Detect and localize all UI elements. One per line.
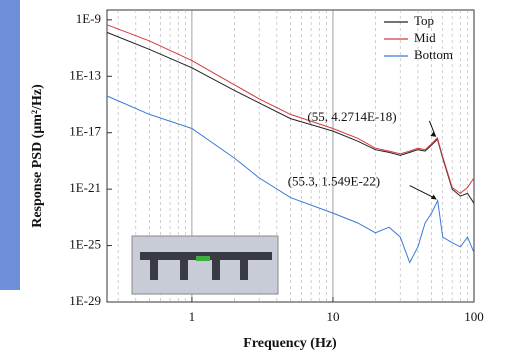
y-tick-label: 1E-29 (69, 293, 101, 308)
inset-image (132, 236, 278, 294)
legend-label: Mid (414, 30, 436, 45)
x-tick-label: 100 (464, 309, 484, 324)
y-axis-title: Response PSD (μm²/Hz) (30, 84, 45, 228)
y-tick-label: 1E-21 (69, 180, 101, 195)
legend-label: Bottom (414, 47, 453, 62)
side-panel (0, 0, 20, 290)
legend-label: Top (414, 13, 434, 28)
y-tick-label: 1E-13 (69, 67, 101, 82)
x-tick-label: 10 (326, 309, 339, 324)
page: Frequency (Hz) Response PSD (μm²/Hz) 1 10… (0, 0, 507, 357)
y-tick-label: 1E-25 (69, 237, 101, 252)
y-tick-label: 1E-9 (76, 11, 101, 26)
chart: Frequency (Hz) Response PSD (μm²/Hz) 1 10… (0, 0, 507, 357)
annotation: (55.3, 1.549E-22) (288, 174, 380, 189)
annotation: (55, 4.2714E-18) (307, 109, 396, 124)
x-tick-label: 1 (189, 309, 196, 324)
y-tick-label: 1E-17 (69, 124, 101, 139)
x-axis-title: Frequency (Hz) (243, 336, 337, 351)
